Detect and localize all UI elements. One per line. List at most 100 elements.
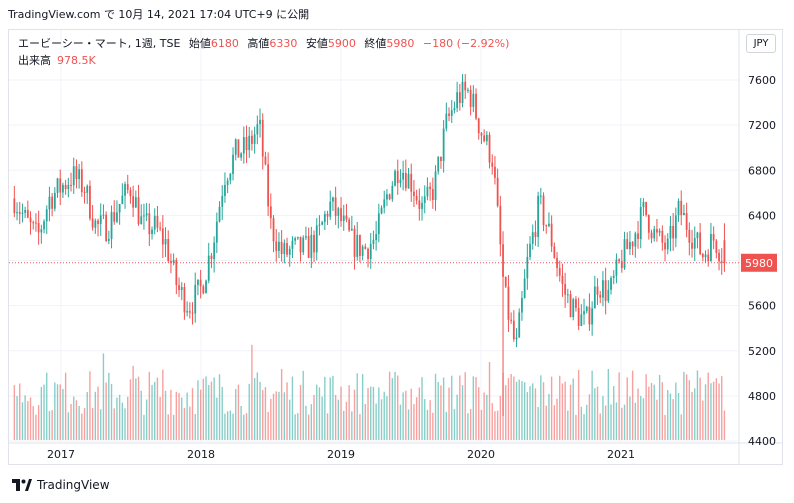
volume-bar	[478, 387, 480, 440]
candle-body	[688, 229, 691, 243]
volume-bar	[591, 370, 593, 440]
volume-bar	[386, 396, 388, 440]
candle-body	[480, 133, 483, 136]
candle-body	[275, 241, 278, 251]
volume-bar	[62, 388, 64, 440]
volume-bar	[186, 392, 188, 440]
candle-body	[618, 259, 621, 262]
volume-bar	[475, 377, 477, 440]
volume-bar	[337, 399, 340, 440]
volume-bar	[105, 382, 107, 440]
candle-body	[712, 234, 715, 241]
high-value: 6330	[269, 37, 298, 50]
candle-body	[545, 225, 548, 227]
volume-bar	[253, 378, 256, 440]
candle-body	[134, 197, 137, 208]
volume-bar	[496, 410, 499, 440]
candle-body	[658, 230, 661, 233]
volume-bar	[267, 411, 269, 440]
candle-body	[593, 286, 596, 309]
candle-body	[604, 280, 607, 301]
volume-bar	[658, 374, 661, 440]
volume-bar	[623, 404, 626, 440]
volume-bar	[37, 405, 40, 440]
candle-body	[51, 196, 54, 209]
volume-bar	[459, 375, 461, 440]
candle-body	[86, 185, 89, 193]
candle-body	[159, 227, 162, 229]
candle-body	[105, 214, 108, 242]
candle-body	[75, 166, 78, 180]
candle-body	[448, 113, 450, 116]
volume-bar	[132, 365, 134, 440]
candle-body	[21, 212, 24, 214]
candle-body	[118, 203, 121, 213]
x-tick-label: 2020	[467, 448, 495, 461]
candle-body	[388, 194, 391, 200]
volume-bar	[172, 414, 175, 440]
candle-body	[526, 257, 529, 279]
volume-bar	[564, 381, 566, 440]
candle-body	[699, 232, 702, 254]
volume-bar	[523, 382, 526, 440]
volume-bar	[453, 409, 456, 440]
candle-body	[64, 184, 67, 190]
volume-bar	[86, 392, 88, 440]
currency-button[interactable]: JPY	[746, 34, 776, 53]
volume-bar	[702, 400, 704, 440]
tradingview-logo-icon	[12, 479, 32, 491]
candle-body	[148, 213, 151, 235]
volume-bar	[513, 376, 515, 440]
candle-body	[97, 220, 99, 224]
volume-bar	[721, 376, 723, 440]
candle-body	[550, 223, 553, 247]
y-tick-label: 6400	[748, 209, 776, 222]
volume-bar	[116, 397, 118, 440]
candle-body	[564, 284, 567, 295]
volume-bar	[97, 386, 99, 440]
candle-body	[213, 242, 216, 260]
candle-body	[345, 215, 348, 220]
candle-body	[645, 201, 648, 216]
tradingview-brand[interactable]: TradingView	[12, 478, 110, 492]
y-tick-label: 7200	[748, 119, 776, 132]
volume-bar	[210, 381, 213, 440]
volume-bar	[143, 414, 145, 440]
volume-bar	[205, 376, 207, 440]
volume-bar	[383, 391, 385, 440]
candle-body	[215, 221, 218, 243]
volume-bar	[461, 385, 464, 440]
candle-body	[256, 124, 259, 135]
candle-body	[291, 240, 294, 249]
candle-body	[502, 244, 504, 277]
volume-bar	[199, 389, 202, 440]
candle-body	[491, 162, 494, 167]
candle-body	[286, 243, 288, 255]
candle-body	[70, 184, 72, 186]
volume-bar	[351, 411, 353, 440]
volume-bar	[588, 394, 591, 440]
volume-bar	[100, 409, 102, 440]
candle-body	[313, 234, 315, 253]
candle-body	[24, 210, 27, 213]
candle-body	[121, 195, 124, 204]
volume-bar	[307, 414, 310, 440]
volume-bar	[472, 376, 475, 440]
volume-bar	[637, 388, 639, 440]
chart-frame	[8, 29, 783, 465]
candle-body	[680, 200, 683, 216]
volume-bar	[556, 398, 558, 440]
candle-body	[13, 198, 16, 214]
volume-bar	[715, 378, 718, 440]
candle-body	[377, 213, 380, 235]
candle-body	[124, 184, 126, 196]
volume-bar	[73, 396, 75, 440]
volume-bar	[226, 411, 229, 440]
volume-bar	[599, 413, 601, 440]
volume-bar	[370, 386, 372, 440]
candle-body	[224, 184, 226, 196]
volume-bar	[318, 387, 321, 440]
candle-body	[556, 257, 558, 269]
y-tick-label: 4400	[748, 435, 776, 448]
